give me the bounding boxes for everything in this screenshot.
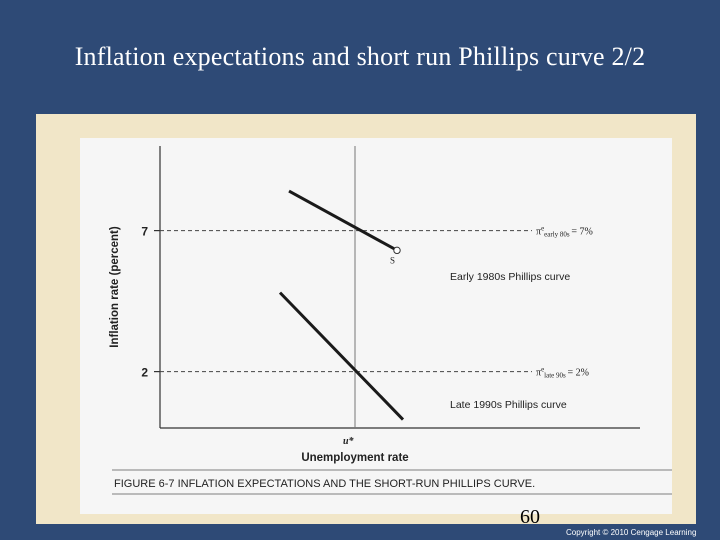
expectation-label: πeearly 80s = 7% — [536, 225, 593, 239]
phillips-curve-line — [288, 189, 398, 252]
page-number: 60 — [520, 506, 540, 528]
x-axis-label: Unemployment rate — [301, 452, 408, 464]
point-s-label: S — [390, 255, 395, 265]
series-label: Late 1990s Phillips curve — [450, 399, 567, 411]
y-tick-label: 2 — [141, 366, 148, 380]
point-s-marker — [393, 246, 401, 255]
series-label: Early 1980s Phillips curve — [450, 271, 570, 283]
y-axis-label: Inflation rate (percent) — [109, 226, 121, 348]
phillips-curve-line — [278, 291, 405, 421]
x-tick-label: u* — [343, 436, 355, 447]
slide-title: Inflation expectations and short run Phi… — [74, 42, 646, 71]
phillips-curve-chart: 2 7 πeearly 80s = 7% πelate 90s = 2% Early 1… — [109, 146, 672, 495]
figure-panel: 2 7 πeearly 80s = 7% πelate 90s = 2% Early 1… — [80, 138, 672, 514]
expectation-label: πelate 90s = 2% — [536, 366, 589, 380]
copyright-notice: Copyright © 2010 Cengage Learning — [566, 528, 697, 537]
y-tick-label: 7 — [141, 225, 148, 239]
figure-caption: FIGURE 6-7 INFLATION EXPECTATIONS AND TH… — [114, 478, 535, 490]
figure-frame: 2 7 πeearly 80s = 7% πelate 90s = 2% Early 1… — [36, 114, 696, 524]
